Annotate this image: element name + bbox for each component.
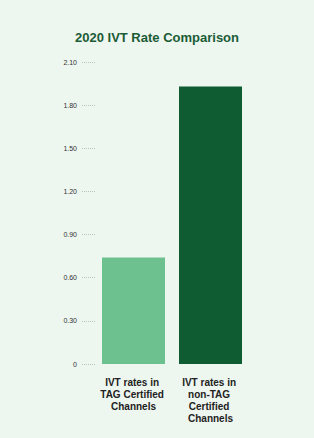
svg-text:0.90: 0.90 xyxy=(63,231,77,238)
svg-text:Channels: Channels xyxy=(111,401,156,412)
svg-text:2020 IVT Rate Comparison: 2020 IVT Rate Comparison xyxy=(75,30,239,45)
svg-text:1.20: 1.20 xyxy=(63,188,77,195)
svg-text:0: 0 xyxy=(73,361,77,368)
svg-text:TAG Certified: TAG Certified xyxy=(100,389,166,400)
svg-text:IVT rates in: IVT rates in xyxy=(182,377,239,388)
svg-text:Certified: Certified xyxy=(189,401,232,412)
svg-text:2.10: 2.10 xyxy=(63,59,77,66)
svg-text:Channels: Channels xyxy=(188,413,233,424)
svg-text:IVT rates in: IVT rates in xyxy=(105,377,162,388)
svg-text:0.30: 0.30 xyxy=(63,317,77,324)
svg-text:0.60: 0.60 xyxy=(63,274,77,281)
svg-text:non-TAG: non-TAG xyxy=(188,389,233,400)
svg-text:1.80: 1.80 xyxy=(63,102,77,109)
svg-text:1.50: 1.50 xyxy=(63,145,77,152)
